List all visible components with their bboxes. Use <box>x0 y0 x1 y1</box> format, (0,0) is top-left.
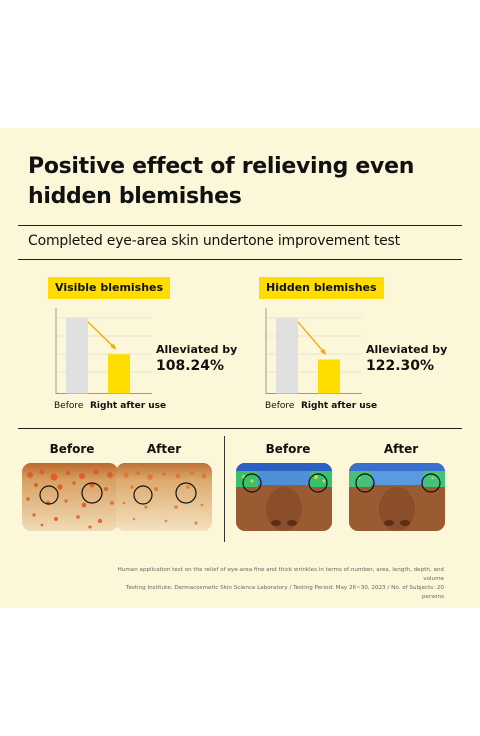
chart-2-trend-arrow <box>297 321 326 354</box>
divider-photos <box>18 428 462 429</box>
photo-visible-before <box>22 463 118 531</box>
skin-image-visible-after <box>116 463 212 531</box>
chart-1-annotation-label: Alleviated by <box>156 343 238 356</box>
photo-hidden-before <box>236 463 332 531</box>
chart-1 <box>52 304 152 394</box>
skin-image-visible-before <box>22 463 118 531</box>
photo-visible-after <box>116 463 212 531</box>
photo-label-right-after: After <box>383 442 419 456</box>
page-title: Positive effect of relieving even hidden… <box>28 152 448 212</box>
title-line-1: Positive effect of relieving even <box>28 154 415 179</box>
chart-2-annotation: Alleviated by 122.30% <box>366 343 447 374</box>
chart-1-annotation: Alleviated by 108.24% <box>156 343 237 374</box>
skin-image-hidden-after <box>349 463 445 531</box>
chart-2 <box>262 304 362 394</box>
chart-2-annotation-value: 122.30% <box>366 358 435 374</box>
divider-subtitle <box>18 259 462 260</box>
section-subtitle: Completed eye-area skin undertone improv… <box>28 233 400 249</box>
chart-2-bar-after <box>318 359 340 394</box>
chart-1-bar-after <box>108 354 130 394</box>
chart-1-bar-before <box>66 318 88 394</box>
photo-label-left-before: Before <box>49 442 95 456</box>
chart-1-title: Visible blemishes <box>48 277 171 299</box>
photo-label-right-before: Before <box>265 442 311 456</box>
chart-1-annotation-value: 108.24% <box>156 358 225 374</box>
chart-2-title: Hidden blemishes <box>259 277 384 299</box>
chart-1-arrow-head <box>110 343 117 350</box>
photo-hidden-after <box>349 463 445 531</box>
chart-2-xlabel-before: Before <box>265 401 295 411</box>
chart-1-svg <box>55 308 152 394</box>
chart-2-annotation-label: Alleviated by <box>366 343 448 356</box>
divider-top <box>18 225 462 226</box>
footnote-line-2: Testing Institute: Dermacosmetic Skin Sc… <box>126 585 444 600</box>
title-line-2: hidden blemishes <box>28 184 242 209</box>
skin-image-hidden-before <box>236 463 332 531</box>
chart-1-xlabel-after: Right after use <box>90 401 167 411</box>
chart-1-trend-arrow <box>87 321 116 349</box>
footnote-line-1: Human application test on the relief of … <box>117 567 444 582</box>
chart-1-xlabel-before: Before <box>54 401 84 411</box>
divider-vertical <box>224 436 225 542</box>
chart-2-arrow-head <box>320 348 327 356</box>
chart-2-svg <box>265 308 362 394</box>
chart-2-bar-before <box>276 318 298 394</box>
photo-label-left-after: After <box>146 442 182 456</box>
footnote: Human application test on the relief of … <box>104 566 444 602</box>
chart-2-xlabel-after: Right after use <box>301 401 378 411</box>
